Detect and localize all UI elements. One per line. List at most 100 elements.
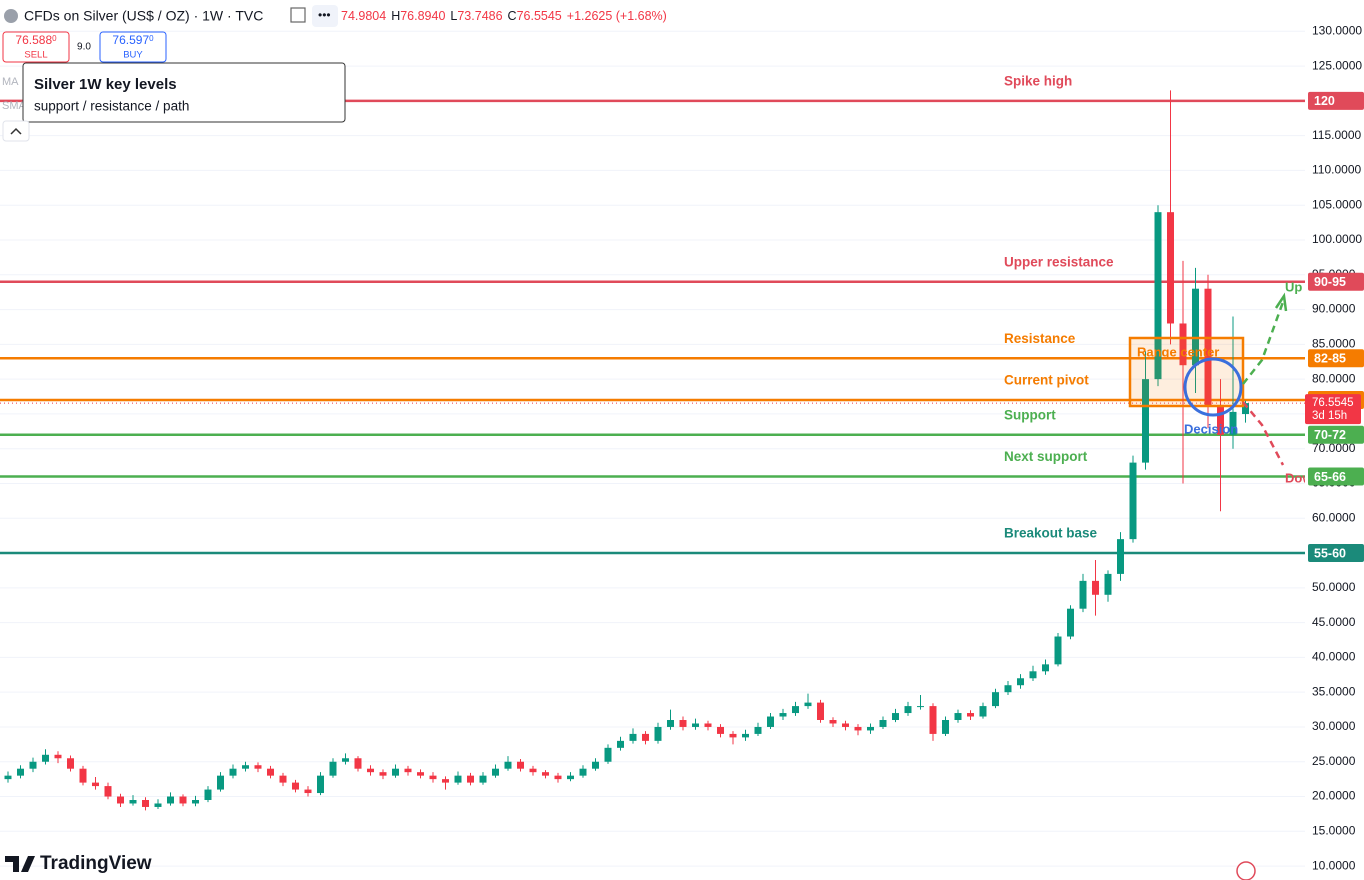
y-tick-label: 20.0000 xyxy=(1312,789,1356,803)
candle-body xyxy=(4,775,12,780)
candle-body xyxy=(292,782,299,790)
collapse-button[interactable] xyxy=(2,120,30,142)
candle-body xyxy=(1129,462,1137,540)
candle-body xyxy=(379,772,387,776)
candle-body xyxy=(1004,685,1012,693)
ohlc-value: 76.8940 xyxy=(400,9,445,23)
candle-body xyxy=(592,761,599,769)
grid xyxy=(0,30,1305,867)
flag-icon xyxy=(1236,861,1256,880)
candle-body xyxy=(829,720,837,724)
candle-body xyxy=(304,789,312,794)
candle-body xyxy=(1179,323,1187,366)
more-button[interactable] xyxy=(312,5,338,27)
candle-body xyxy=(179,796,187,804)
candle-body xyxy=(517,761,524,769)
y-tick-label: 85.0000 xyxy=(1312,337,1356,351)
candle-body xyxy=(1117,539,1124,574)
candle-body xyxy=(329,761,337,776)
candle-body xyxy=(267,768,274,776)
buy-price-main: 76.597 xyxy=(112,33,149,47)
candle-body xyxy=(1104,573,1112,595)
range-label: Range center xyxy=(1137,344,1219,359)
candle-body xyxy=(529,768,537,773)
candle-body xyxy=(417,772,424,776)
candle-body xyxy=(92,782,99,787)
candle-body xyxy=(1017,678,1024,686)
buy-button[interactable] xyxy=(99,31,167,63)
more-icon: ••• xyxy=(318,8,331,22)
candle-body xyxy=(904,706,912,714)
y-tick-label: 125.0000 xyxy=(1312,58,1362,72)
y-tick-label: 40.0000 xyxy=(1312,650,1356,664)
candle-body xyxy=(779,713,787,717)
ohlc-value: 73.7486 xyxy=(457,9,502,23)
candle-body xyxy=(42,754,49,762)
candle-body xyxy=(467,775,474,783)
y-tick-label: 130.0000 xyxy=(1312,23,1362,37)
candle-body xyxy=(154,803,162,807)
candle-body xyxy=(754,726,762,734)
y-tick-label: 105.0000 xyxy=(1312,197,1362,211)
candle-body xyxy=(1142,379,1149,463)
ohlc-key: C xyxy=(508,9,517,23)
candle-body xyxy=(29,761,37,769)
level-badge-label: 120 xyxy=(1314,94,1335,108)
candle-body xyxy=(979,706,987,717)
open-value: 74.9804 xyxy=(341,9,386,23)
y-tick-label: 90.0000 xyxy=(1312,302,1356,316)
candle-body xyxy=(679,720,687,727)
candle-body xyxy=(1054,636,1062,665)
y-tick-label: 10.0000 xyxy=(1312,858,1356,872)
buy-label: BUY xyxy=(123,50,143,61)
level-badge-label: 70-72 xyxy=(1314,428,1346,442)
candle-body xyxy=(204,789,212,800)
up-label: Up xyxy=(1285,279,1302,294)
y-tick-label: 50.0000 xyxy=(1312,580,1356,594)
candle-body xyxy=(729,733,737,738)
candle-body xyxy=(167,796,174,804)
candle-body xyxy=(867,726,874,731)
sell-price: 76.5880 xyxy=(15,33,57,47)
y-tick-label: 45.0000 xyxy=(1312,615,1356,629)
candle-body xyxy=(192,800,199,804)
candle-body xyxy=(67,758,74,769)
symbol-icon xyxy=(4,9,18,23)
candle-body xyxy=(967,713,974,717)
candle-body xyxy=(79,768,87,783)
candle-body xyxy=(654,726,662,741)
hide-icon[interactable] xyxy=(290,7,306,23)
buy-price: 76.5970 xyxy=(112,33,154,47)
candle-body xyxy=(942,720,949,734)
candle-body xyxy=(279,775,287,783)
indicator-sma: SMA xyxy=(2,100,27,112)
candle-body xyxy=(142,800,149,807)
candle-body xyxy=(767,716,774,727)
candle-body xyxy=(992,692,999,707)
level-badge xyxy=(1308,544,1364,563)
level-name: Current pivot xyxy=(1004,373,1089,388)
sell-price-main: 76.588 xyxy=(15,33,52,47)
candle-body xyxy=(492,768,499,776)
sell-button[interactable] xyxy=(2,31,70,63)
sell-price-sup: 0 xyxy=(52,34,57,43)
indicator-ma: MA xyxy=(2,76,19,88)
candle-body xyxy=(704,723,712,727)
level-badge xyxy=(1308,425,1364,444)
candle-body xyxy=(642,733,649,741)
candle-body xyxy=(17,768,24,776)
candle-body xyxy=(1167,212,1174,324)
candle-body xyxy=(217,775,224,790)
sell-label: SELL xyxy=(24,50,47,61)
level-badge-label: 90-95 xyxy=(1314,275,1346,289)
down-path xyxy=(1242,401,1285,466)
y-tick-label: 115.0000 xyxy=(1312,128,1361,142)
candle-body xyxy=(342,758,349,762)
logo: TradingView xyxy=(40,853,152,874)
candle-body xyxy=(792,706,799,714)
levels: Spike high Upper resistance Resistance Curr… xyxy=(0,73,1305,555)
candle-body xyxy=(129,800,137,804)
level-name: Breakout base xyxy=(1004,526,1098,541)
buy-price-sup: 0 xyxy=(149,34,154,43)
ohlc-value: 76.5545 xyxy=(517,9,562,23)
